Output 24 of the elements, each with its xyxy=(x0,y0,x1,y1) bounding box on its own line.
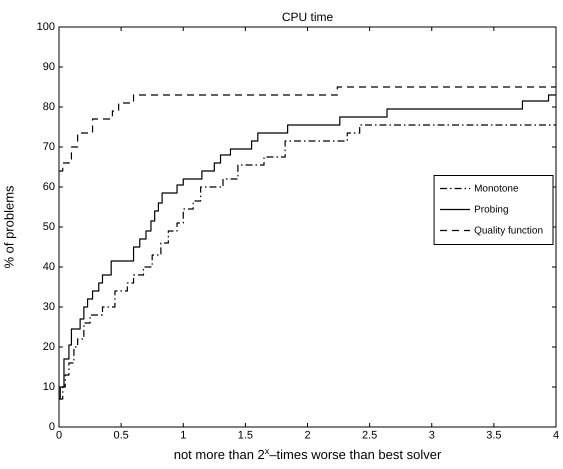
legend-label: Monotone xyxy=(474,183,519,194)
y-tick-label: 100 xyxy=(36,21,55,34)
y-tick-label: 0 xyxy=(48,421,55,434)
x-tick-label: 2 xyxy=(304,430,311,442)
y-tick-label: 80 xyxy=(42,101,55,114)
legend-label: Probing xyxy=(474,204,509,216)
y-tick-label: 10 xyxy=(42,381,55,394)
y-tick-label: 90 xyxy=(42,61,55,74)
x-tick-label: 1 xyxy=(180,430,186,442)
y-tick-label: 70 xyxy=(42,141,55,154)
x-tick-label: 0.5 xyxy=(113,430,129,442)
x-tick-label: 3 xyxy=(428,430,435,442)
y-axis-title: % of problems xyxy=(1,184,16,269)
y-tick-label: 20 xyxy=(42,341,55,354)
y-tick-label: 30 xyxy=(42,301,55,314)
y-tick-label: 60 xyxy=(42,181,55,194)
x-tick-label: 3.5 xyxy=(486,430,502,442)
y-tick-label: 40 xyxy=(42,261,55,274)
x-tick-label: 2.5 xyxy=(362,430,378,442)
y-tick-label: 50 xyxy=(42,221,55,234)
x-tick-label: 1.5 xyxy=(238,430,254,442)
x-tick-label: 4 xyxy=(552,430,560,442)
chart-title: CPU time xyxy=(282,10,334,24)
legend-label: Quality function xyxy=(474,225,544,236)
